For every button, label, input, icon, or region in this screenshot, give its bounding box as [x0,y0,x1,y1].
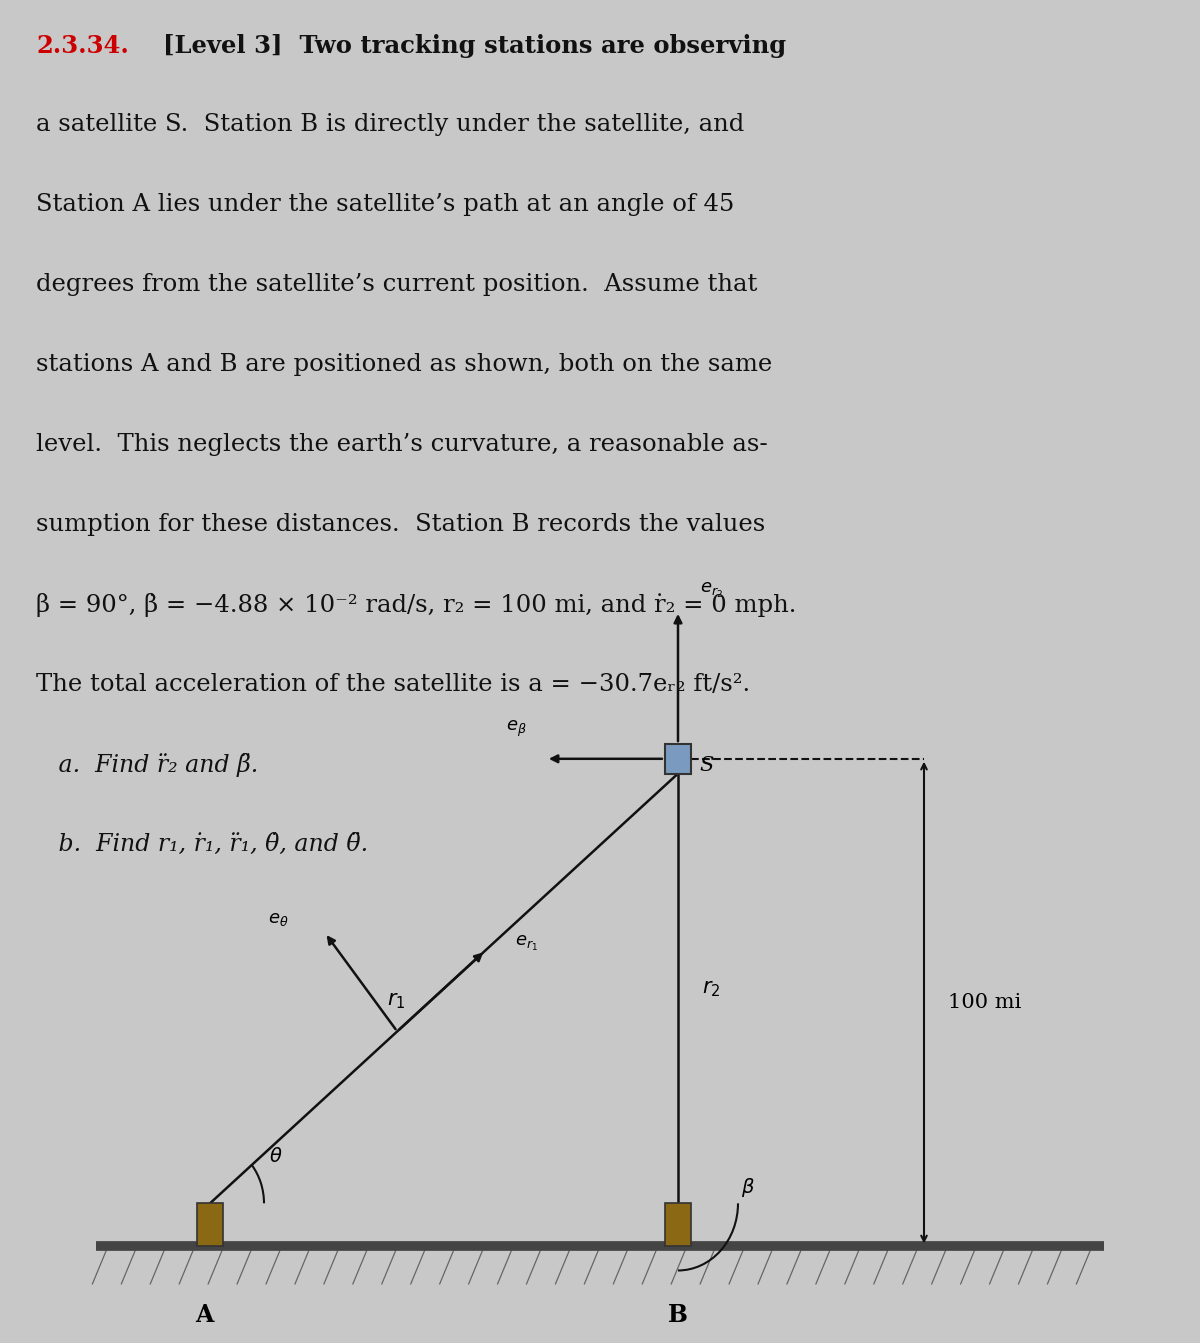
Text: The total acceleration of the satellite is a = −30.7eᵣ₂ ft/s².: The total acceleration of the satellite … [36,673,750,696]
Text: $r_2$: $r_2$ [702,979,720,999]
Text: b.  Find r₁, ṙ₁, r̈₁, θ̇, and θ̈.: b. Find r₁, ṙ₁, r̈₁, θ̇, and θ̈. [36,833,368,855]
Bar [665,1203,691,1246]
Bar [197,1203,223,1246]
Text: $e_{\theta}$: $e_{\theta}$ [269,911,289,928]
Text: level.  This neglects the earth’s curvature, a reasonable as-: level. This neglects the earth’s curvatu… [36,432,768,457]
Text: A: A [194,1303,214,1327]
Text: B: B [668,1303,688,1327]
Text: $r_1$: $r_1$ [386,991,406,1011]
Text: a.  Find r̈₂ and β̈.: a. Find r̈₂ and β̈. [36,752,258,776]
Text: β = 90°, β̇ = −4.88 × 10⁻² rad/s, r₂ = 100 mi, and ṙ₂ = 0 mph.: β = 90°, β̇ = −4.88 × 10⁻² rad/s, r₂ = 1… [36,594,797,616]
Text: stations A and B are positioned as shown, both on the same: stations A and B are positioned as shown… [36,353,773,376]
Text: $\theta$: $\theta$ [269,1147,283,1166]
Text: sumption for these distances.  Station B records the values: sumption for these distances. Station B … [36,513,766,536]
Bar [665,744,691,774]
Text: 2.3.34.: 2.3.34. [36,34,128,58]
Text: [Level 3]  Two tracking stations are observing: [Level 3] Two tracking stations are obse… [146,34,787,58]
Text: S: S [700,756,714,775]
Text: a satellite S.  Station B is directly under the satellite, and: a satellite S. Station B is directly und… [36,114,744,137]
Text: 100 mi: 100 mi [948,992,1021,1013]
Text: $e_{r_2}$: $e_{r_2}$ [700,582,722,600]
Text: $\beta$: $\beta$ [740,1175,755,1199]
Text: Station A lies under the satellite’s path at an angle of 45: Station A lies under the satellite’s pat… [36,193,734,216]
Text: degrees from the satellite’s current position.  Assume that: degrees from the satellite’s current pos… [36,274,757,297]
Text: $e_{\beta}$: $e_{\beta}$ [505,719,527,740]
Text: $e_{r_1}$: $e_{r_1}$ [515,935,539,954]
